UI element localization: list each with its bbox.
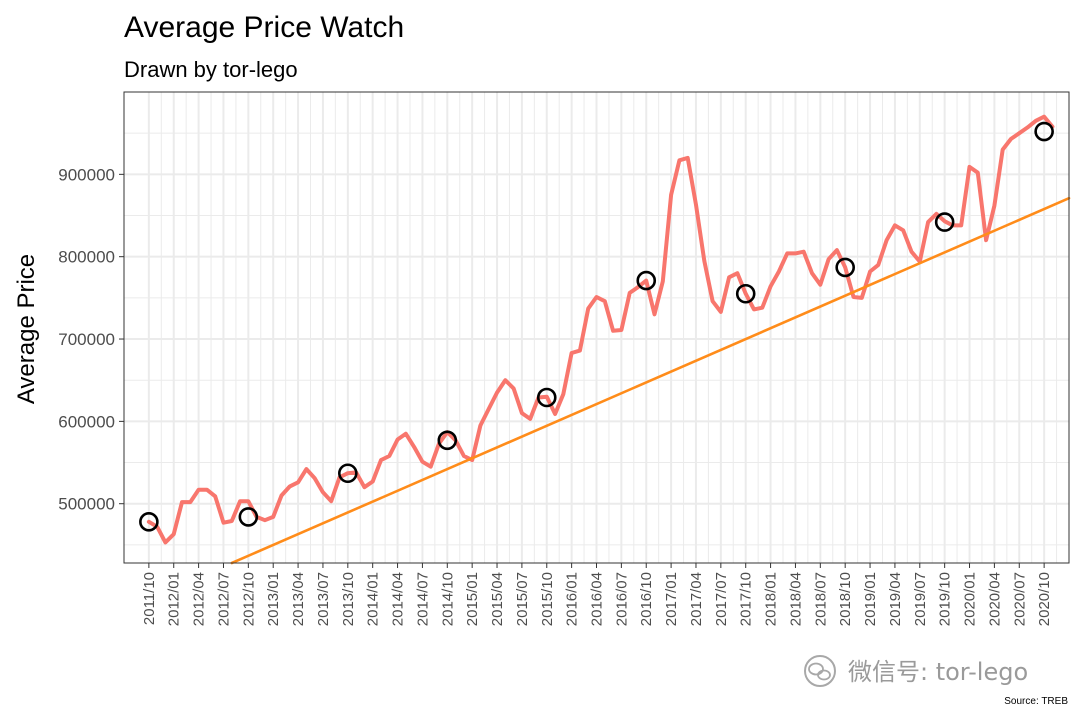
- data-point-marker: [338, 463, 358, 484]
- x-tick-label: 2015/04: [489, 572, 506, 626]
- x-tick-label: 2012/04: [191, 572, 208, 626]
- x-tick-label: 2016/07: [613, 572, 630, 626]
- y-tick-label: 800000: [58, 248, 115, 267]
- chart-subtitle: Drawn by tor-lego: [124, 57, 298, 82]
- x-tick-label: 2015/07: [514, 572, 531, 626]
- x-tick-label: 2017/04: [688, 572, 705, 626]
- source-note: Source: TREB: [1004, 696, 1068, 707]
- data-point-marker: [835, 257, 855, 278]
- x-tick-label: 2012/01: [166, 572, 183, 626]
- x-tick-label: 2016/01: [564, 572, 581, 626]
- x-tick-label: 2011/10: [141, 572, 158, 625]
- x-tick-label: 2020/04: [986, 572, 1003, 626]
- x-tick-label: 2012/10: [240, 572, 257, 626]
- y-tick-label: 600000: [58, 412, 115, 431]
- y-tick-label: 500000: [58, 495, 115, 514]
- series-layer: [139, 114, 1071, 565]
- y-axis-label: Average Price: [13, 254, 40, 404]
- y-axis: 500000 600000 700000 800000 900000: [58, 165, 124, 514]
- x-tick-label: 2020/10: [1036, 572, 1053, 626]
- x-tick-label: 2012/07: [215, 572, 232, 626]
- chart-title: Average Price Watch: [124, 11, 404, 44]
- x-tick-label: 2014/04: [390, 572, 407, 626]
- x-tick-label: 2013/04: [290, 572, 307, 626]
- plot-panel: [123, 91, 1071, 565]
- price-line: [146, 114, 1055, 545]
- x-tick-label: 2014/10: [439, 572, 456, 626]
- minor-gridlines: [124, 92, 1069, 563]
- y-tick-label: 700000: [58, 330, 115, 349]
- x-tick-label: 2016/04: [589, 572, 606, 626]
- x-tick-label: 2019/01: [862, 572, 879, 626]
- x-tick-label: 2013/01: [265, 572, 282, 626]
- x-tick-label: 2015/01: [464, 572, 481, 626]
- x-tick-label: 2020/01: [962, 572, 979, 626]
- x-tick-label: 2018/10: [837, 572, 854, 626]
- watermark: 微信号: tor-lego: [804, 655, 1028, 687]
- watermark-text: 微信号: tor-lego: [848, 658, 1028, 686]
- x-tick-label: 2017/10: [738, 572, 755, 626]
- data-point-marker: [536, 387, 557, 408]
- x-tick-label: 2019/07: [912, 572, 929, 626]
- x-tick-label: 2014/07: [414, 572, 431, 626]
- x-tick-label: 2013/10: [340, 572, 357, 626]
- x-tick-label: 2013/07: [315, 572, 332, 626]
- x-tick-label: 2015/10: [539, 572, 556, 626]
- x-tick-label: 2018/04: [787, 572, 804, 626]
- x-tick-label: 2017/07: [713, 572, 730, 626]
- data-point-marker: [238, 507, 259, 527]
- x-axis: 2011/10 2012/01 2012/04 2012/07 2012/10 2013/…: [141, 563, 1053, 626]
- x-tick-label: 2016/10: [638, 572, 655, 626]
- x-tick-label: 2014/01: [365, 572, 382, 626]
- trend-line: [230, 196, 1071, 565]
- y-tick-label: 900000: [58, 165, 115, 184]
- x-tick-label: 2018/07: [812, 572, 829, 626]
- data-point-marker: [1034, 121, 1054, 142]
- x-tick-label: 2019/10: [937, 572, 954, 626]
- x-tick-label: 2019/04: [887, 572, 904, 626]
- data-point-marker: [636, 270, 657, 291]
- data-point-marker: [735, 283, 756, 304]
- x-tick-label: 2020/07: [1011, 572, 1028, 626]
- data-point-marker: [934, 212, 955, 232]
- x-tick-label: 2018/01: [763, 572, 780, 626]
- x-tick-label: 2017/01: [663, 572, 680, 626]
- data-point-marker: [437, 430, 458, 451]
- data-point-marker: [139, 512, 159, 532]
- wechat-icon: [804, 655, 836, 687]
